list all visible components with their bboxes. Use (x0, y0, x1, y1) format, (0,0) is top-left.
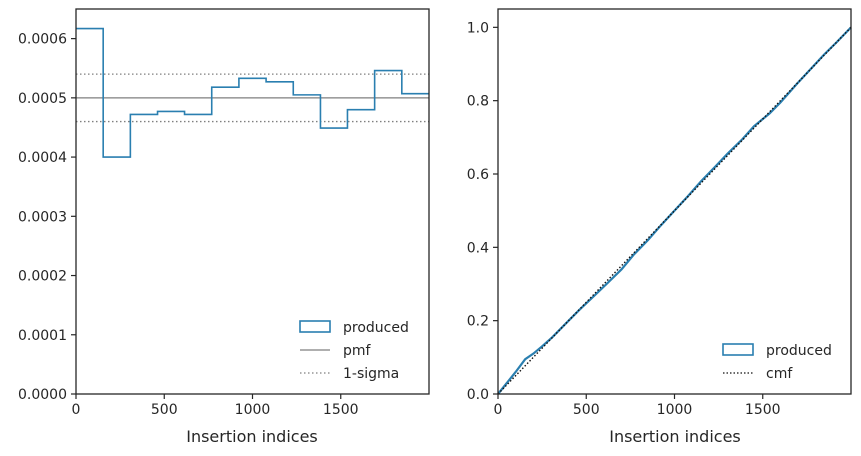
right-marks (497, 26, 852, 395)
left-y-tick-label: 0.0005 (18, 91, 67, 107)
right-x-axis-label: Insertion indices (609, 427, 741, 446)
right-x-tick-label: 500 (573, 402, 600, 418)
left-y-tick-label: 0.0001 (18, 328, 67, 344)
right-chart: 0 500 1000 1500 0.0 0.2 0.4 0.6 0.8 1.0 Insertion… (467, 8, 852, 446)
produced-step-line (76, 27, 429, 158)
right-y-tick-label: 0.6 (467, 167, 489, 183)
left-ticks: 0 500 1000 1500 0.0000 0.0001 0.0002 0.0003 0.00… (18, 32, 359, 418)
left-axes-frame (75, 8, 430, 395)
left-x-tick-label: 500 (151, 402, 178, 418)
right-x-tick-label: 0 (494, 402, 503, 418)
left-y-tick-label: 0.0006 (18, 32, 67, 48)
legend-label-produced-right: produced (766, 343, 832, 359)
left-y-tick-label: 0.0002 (18, 269, 67, 285)
right-y-tick-label: 0.0 (467, 387, 489, 403)
left-x-tick-label: 0 (72, 402, 81, 418)
cmf-line (497, 26, 852, 395)
right-legend: produced cmf (722, 343, 832, 382)
right-y-tick-label: 1.0 (467, 20, 489, 36)
produced-cumulative-line (497, 26, 852, 395)
legend-label-cmf: cmf (766, 366, 793, 382)
right-y-tick-label: 0.8 (467, 94, 489, 110)
left-y-tick-label: 0.0000 (18, 387, 67, 403)
left-legend: produced pmf 1-sigma (299, 320, 409, 382)
left-marks (76, 27, 429, 158)
right-axes-frame (497, 8, 852, 395)
left-x-axis-label: Insertion indices (186, 427, 318, 446)
left-y-tick-label: 0.0004 (18, 150, 67, 166)
legend-swatch-produced (299, 320, 331, 333)
legend-label-1-sigma: 1-sigma (343, 366, 399, 382)
left-y-tick-label: 0.0003 (18, 209, 67, 225)
right-y-tick-label: 0.2 (467, 314, 489, 330)
left-x-tick-label: 1000 (235, 402, 271, 418)
left-x-tick-label: 1500 (323, 402, 359, 418)
right-ticks: 0 500 1000 1500 0.0 0.2 0.4 0.6 0.8 1.0 (467, 20, 781, 418)
legend-swatch-produced-right (722, 343, 754, 356)
right-y-tick-label: 0.4 (467, 240, 489, 256)
left-chart: 0 500 1000 1500 0.0000 0.0001 0.0002 0.0003 0.00… (18, 8, 430, 446)
right-x-tick-label: 1500 (745, 402, 781, 418)
right-x-tick-label: 1000 (657, 402, 693, 418)
legend-label-produced: produced (343, 320, 409, 336)
legend-label-pmf: pmf (343, 343, 372, 359)
